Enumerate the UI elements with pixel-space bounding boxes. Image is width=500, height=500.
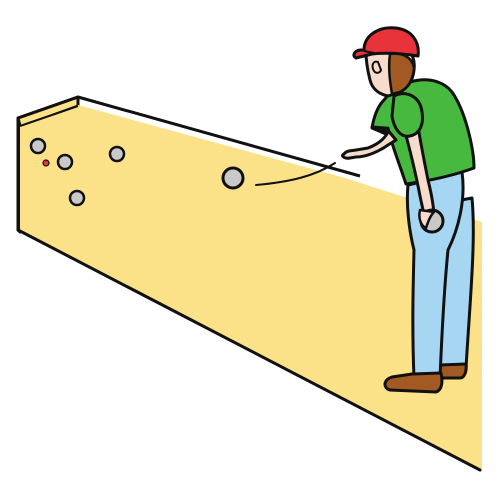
player-throwing-arm	[341, 125, 398, 160]
thrown-boule	[221, 166, 245, 190]
player-front-shoe	[383, 371, 444, 394]
player-ear	[371, 60, 383, 74]
court-bottom-edge	[16, 228, 482, 472]
player-figure	[341, 26, 476, 394]
player-hand	[418, 208, 436, 230]
player-back-shoe	[438, 362, 468, 380]
motion-trail	[255, 162, 336, 186]
jack-ball	[42, 159, 50, 167]
balls-group	[29, 137, 336, 207]
court-floor	[20, 105, 482, 470]
player-cap	[352, 26, 420, 60]
court-end-wall	[16, 116, 22, 234]
court	[16, 95, 482, 472]
boule	[56, 153, 74, 171]
court-top-edge	[17, 95, 361, 178]
player-sleeve	[390, 92, 424, 138]
court-inner-edge	[19, 105, 79, 127]
boule	[29, 137, 47, 155]
boule	[108, 145, 126, 163]
player-hair	[387, 52, 416, 96]
player-cap-brim-line	[363, 50, 375, 54]
boule	[68, 189, 86, 207]
